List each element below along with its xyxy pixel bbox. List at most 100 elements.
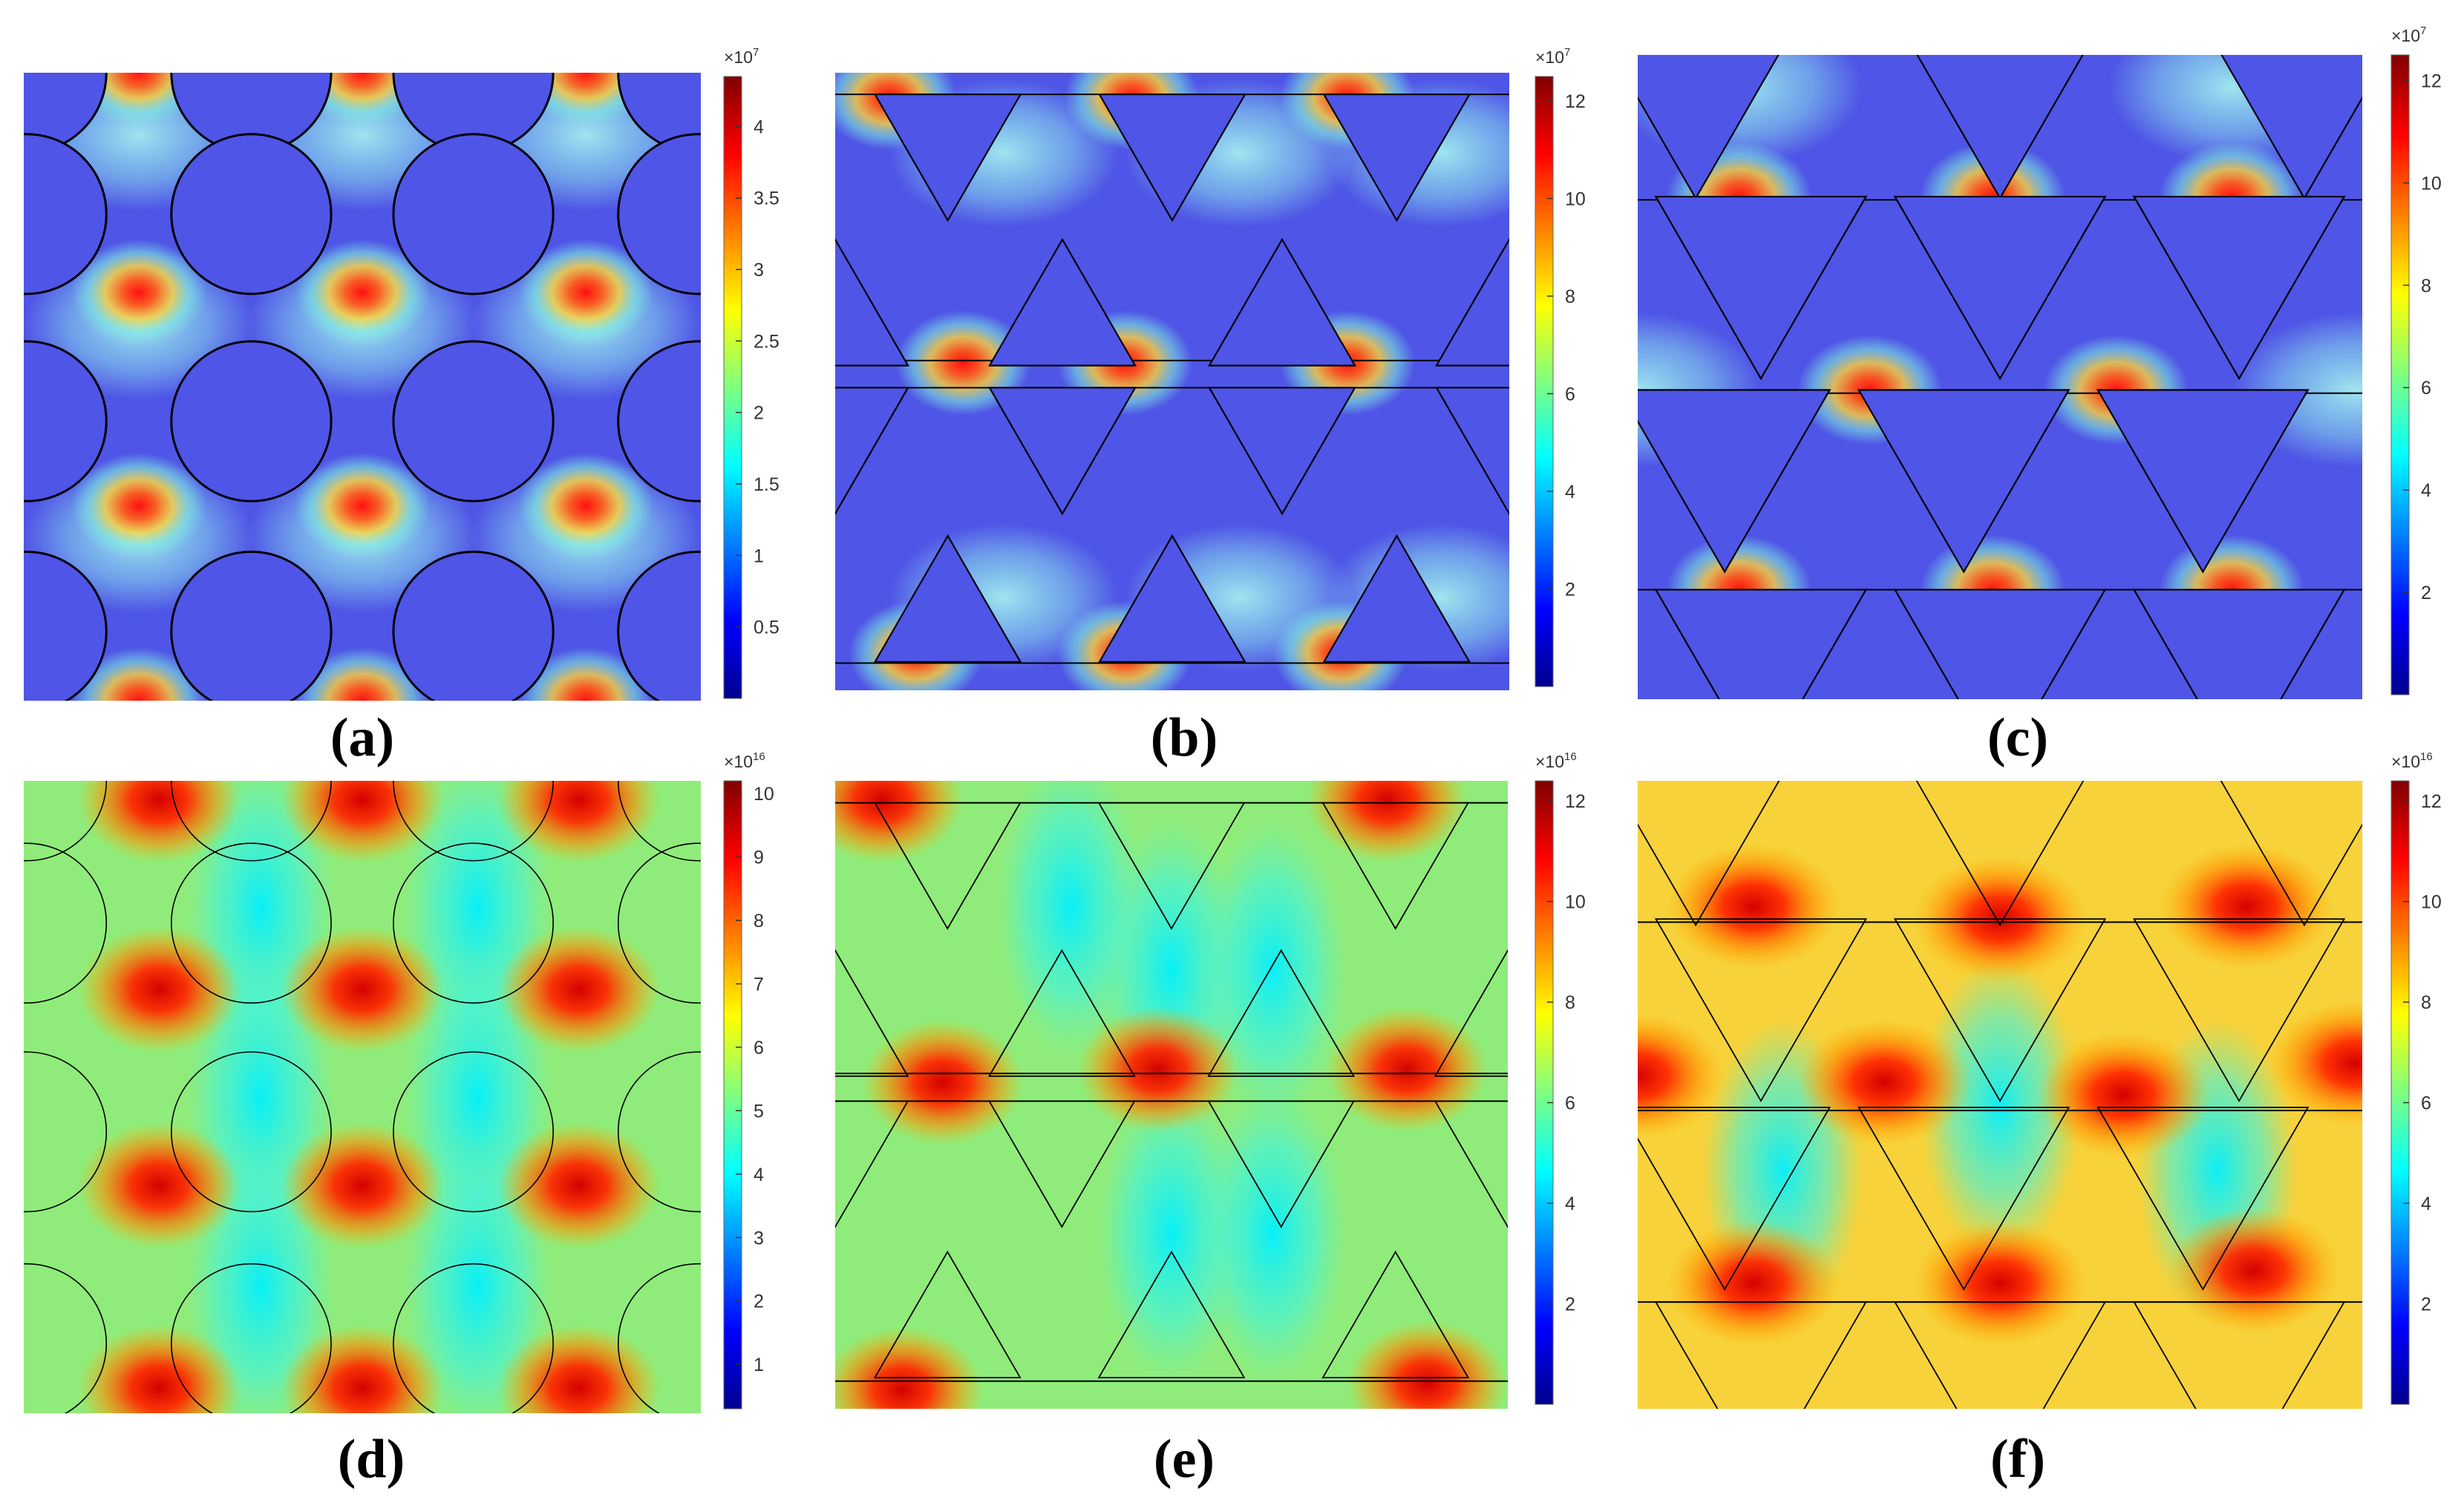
colorbar-tick-label: 3.5 [754,189,780,209]
triangular-inclusion [1638,55,1780,200]
circular-inclusion [24,1263,108,1413]
circular-inclusion [617,781,701,862]
triangular-inclusion [835,387,909,516]
colorbar-tick-label: 6 [2421,378,2431,399]
panel-label-c: (c) [1987,707,2048,768]
triangular-inclusion [2220,55,2362,200]
density-hotspot-3 [1638,1013,1725,1139]
field-hotspot-5 [517,239,654,347]
circular-inclusion [170,133,333,295]
triangular-inclusion [1916,55,2084,200]
panel-label-e: (e) [1154,1429,1215,1490]
colorbar-tick-label: 7 [754,974,764,995]
triangular-inclusion [1321,802,1470,930]
colorbar-tick-label: 2 [754,1292,764,1312]
triangular-inclusion [1654,589,1868,699]
triangular-inclusion [2133,918,2346,1103]
colorbar-tick-label: 2 [1565,1294,1575,1315]
circular-inclusion [393,781,554,862]
colorbar-f: ×1016 2 4 6 8 10 12 [2391,750,2442,1405]
triangular-inclusion [2133,1301,2346,1409]
density-hotspot-4 [281,926,444,1053]
panel-label-a: (a) [330,707,394,768]
density-hotspot-5 [2036,1032,2211,1158]
circular-inclusion [171,1263,332,1413]
triangular-inclusion [988,387,1137,516]
triangular-inclusion [2096,389,2310,574]
colorbar-tick-label: 5 [754,1101,764,1122]
density-hotspot-0 [1667,843,1841,969]
colorbar-tick-label: 1.5 [754,474,780,495]
panel-b: ×107 2 4 6 8 10 12 (b) [835,46,1586,768]
circular-inclusion [171,1051,332,1213]
triangular-inclusion [1208,387,1356,516]
inclusions [24,73,701,701]
colorbar-tick-label: 6 [754,1038,764,1058]
colorbar-tick-label: 4 [1565,482,1575,503]
colorbar-tick-label: 8 [1565,992,1575,1013]
triangular-inclusion [1207,1100,1356,1228]
density-hotspot-6 [2268,1001,2362,1127]
panel-label-d: (d) [338,1429,405,1490]
triangular-inclusion [1638,389,1831,574]
panel-label-b: (b) [1151,707,1218,768]
panel-e: ×1016 2 4 6 8 10 12 (e) [835,750,1586,1490]
density-hotspot-5 [835,1327,984,1409]
field-hotspot-11 [517,647,654,701]
colorbar-tick-label: 1 [754,1355,764,1375]
colorbar-a: ×107 0.5 1 1.5 2 2.5 3 3.5 4 [723,46,780,699]
colorbar-c: ×107 2 4 6 8 10 12 [2391,24,2442,695]
density-hotspot-8 [497,1122,661,1249]
density-hotspot-3 [77,926,241,1053]
panel-a: ×107 0.5 1 1.5 2 2.5 3 3.5 4 (a) [24,46,780,768]
inclusions [835,94,1509,663]
density-hotspot-10 [281,1324,444,1413]
colorbar-tick-label: 10 [1565,189,1586,209]
triangular-inclusion [1322,534,1471,663]
density-hotspot-11 [497,1324,661,1413]
colorbar-multiplier: ×107 [724,46,759,67]
triangular-inclusion [1638,1107,1831,1291]
colorbar-multiplier: ×1016 [1535,750,1577,771]
triangular-inclusion [1435,238,1509,367]
triangular-inclusion [873,94,1022,223]
colorbar-tick-label: 1 [754,546,764,566]
colorbar-tick-label: 6 [1565,1093,1575,1114]
colorbar-tick-label: 12 [1565,791,1586,812]
field-hotspot-4 [294,239,431,347]
circular-inclusion [24,340,108,503]
circular-inclusion [392,550,555,701]
colorbar-tick-label: 2 [754,403,764,424]
colorbar-multiplier: ×107 [2391,24,2426,45]
colorbar-tick-label: 12 [2421,791,2442,812]
triangular-inclusion [1097,802,1246,930]
density-low-3 [1198,1082,1347,1384]
colorbar-gradient [723,780,742,1410]
triangular-inclusion [835,949,909,1077]
density-hotspot-6 [1346,1320,1508,1409]
colorbar-multiplier: ×107 [1535,46,1570,67]
circular-inclusion [617,1263,701,1413]
field-hotspot-9 [71,647,207,701]
triangular-inclusion [1321,1250,1470,1378]
colorbar-tick-label: 0.5 [754,618,780,638]
field-hotspot-3 [71,239,207,347]
circular-inclusion [392,133,555,295]
colorbar-tick-label: 2.5 [754,331,780,352]
colorbar-tick-label: 6 [1565,384,1575,405]
triangular-inclusion [2220,781,2362,927]
density-hotspot-4 [1797,1019,1971,1145]
density-hotspot-0 [835,781,964,862]
triangular-inclusion [1434,1100,1508,1228]
colorbar-tick-label: 10 [2421,173,2442,194]
colorbar-tick-label: 8 [754,911,764,932]
colorbar-tick-label: 12 [2421,71,2442,91]
density-hotspot-8 [1912,1220,2088,1346]
colorbar-tick-label: 10 [2421,892,2442,913]
triangular-inclusion [2132,589,2346,699]
colorbar-tick-label: 3 [754,1228,764,1248]
density-low-1 [1198,818,1347,1120]
inclusions [835,802,1508,1378]
circular-inclusion [24,842,108,1004]
triangular-inclusion [873,534,1022,663]
